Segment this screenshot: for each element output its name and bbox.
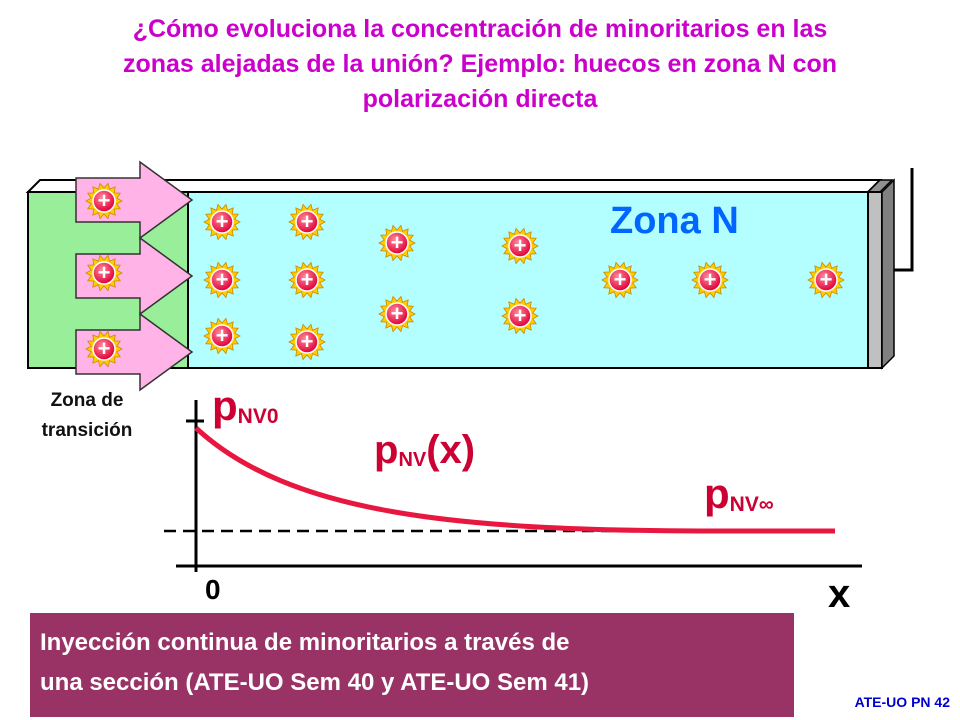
- svg-text:+: +: [98, 188, 111, 213]
- hole-plus-icon: +: [378, 224, 416, 262]
- holes-group: + + + + + + + + + + + + + + + +: [85, 182, 845, 368]
- injection-arrow-1: [75, 160, 194, 240]
- injection-arrow-2: [75, 236, 194, 316]
- svg-text:+: +: [514, 303, 527, 328]
- svg-text:+: +: [216, 267, 229, 292]
- title-line-2: zonas alejadas de la unión? Ejemplo: hue…: [122, 50, 838, 78]
- svg-text:+: +: [301, 329, 314, 354]
- hole-plus-icon: +: [288, 203, 326, 241]
- hole-plus-icon: +: [807, 261, 845, 299]
- hole-plus-icon: +: [691, 261, 729, 299]
- svg-text:+: +: [98, 260, 111, 285]
- title-line-3: polarización directa: [362, 85, 598, 113]
- svg-text:+: +: [391, 230, 404, 255]
- info-line-2: una sección (ATE-UO Sem 40 y ATE-UO Sem …: [40, 669, 590, 696]
- hole-plus-icon: +: [85, 254, 123, 292]
- page-title: ¿Cómo evoluciona la concentración de min…: [0, 12, 960, 117]
- svg-text:+: +: [704, 267, 717, 292]
- info-box: Inyección continua de minoritarios a tra…: [30, 613, 794, 717]
- svg-text:+: +: [614, 267, 627, 292]
- svg-text:+: +: [391, 301, 404, 326]
- hole-plus-icon: +: [203, 261, 241, 299]
- hole-plus-icon: +: [203, 317, 241, 355]
- pnvx-subscript: NV: [398, 449, 427, 471]
- origin-label: 0: [205, 574, 221, 605]
- svg-text:+: +: [820, 267, 833, 292]
- info-line-1: Inyección continua de minoritarios a tra…: [40, 629, 570, 656]
- transition-label-line1: Zona de: [50, 390, 124, 411]
- metal-contact: [867, 191, 883, 369]
- hole-plus-icon: +: [601, 261, 639, 299]
- transition-label-line2: transición: [41, 420, 133, 441]
- hole-plus-icon: +: [501, 227, 539, 265]
- concentration-curve: [194, 426, 835, 534]
- svg-text:+: +: [514, 233, 527, 258]
- zona-n-label: Zona N: [610, 200, 739, 242]
- svg-text:+: +: [301, 209, 314, 234]
- title-line-1: ¿Cómo evoluciona la concentración de min…: [132, 15, 828, 43]
- pnvinf-label: pNV∞: [704, 470, 774, 517]
- contact-wire: [894, 168, 914, 272]
- hole-plus-icon: +: [288, 261, 326, 299]
- hole-plus-icon: +: [203, 203, 241, 241]
- injection-arrow-3: [75, 312, 194, 392]
- pnvinf-subscript: NV∞: [729, 493, 774, 517]
- x-axis-label: x: [828, 572, 851, 616]
- hole-plus-icon: +: [85, 182, 123, 220]
- svg-text:+: +: [98, 336, 111, 361]
- transition-zone-label: Zona de transición: [22, 386, 152, 446]
- svg-text:+: +: [301, 267, 314, 292]
- pnv0-label: pNV0: [212, 382, 279, 429]
- pnvx-label: pNV(x): [374, 428, 476, 472]
- slide-footer: ATE-UO PN 42: [854, 694, 950, 710]
- hole-plus-icon: +: [288, 323, 326, 361]
- hole-plus-icon: +: [501, 297, 539, 335]
- pnv0-subscript: NV0: [237, 405, 279, 429]
- svg-text:+: +: [216, 323, 229, 348]
- contact-right-face: [881, 178, 895, 370]
- svg-text:+: +: [216, 209, 229, 234]
- hole-plus-icon: +: [378, 295, 416, 333]
- hole-plus-icon: +: [85, 330, 123, 368]
